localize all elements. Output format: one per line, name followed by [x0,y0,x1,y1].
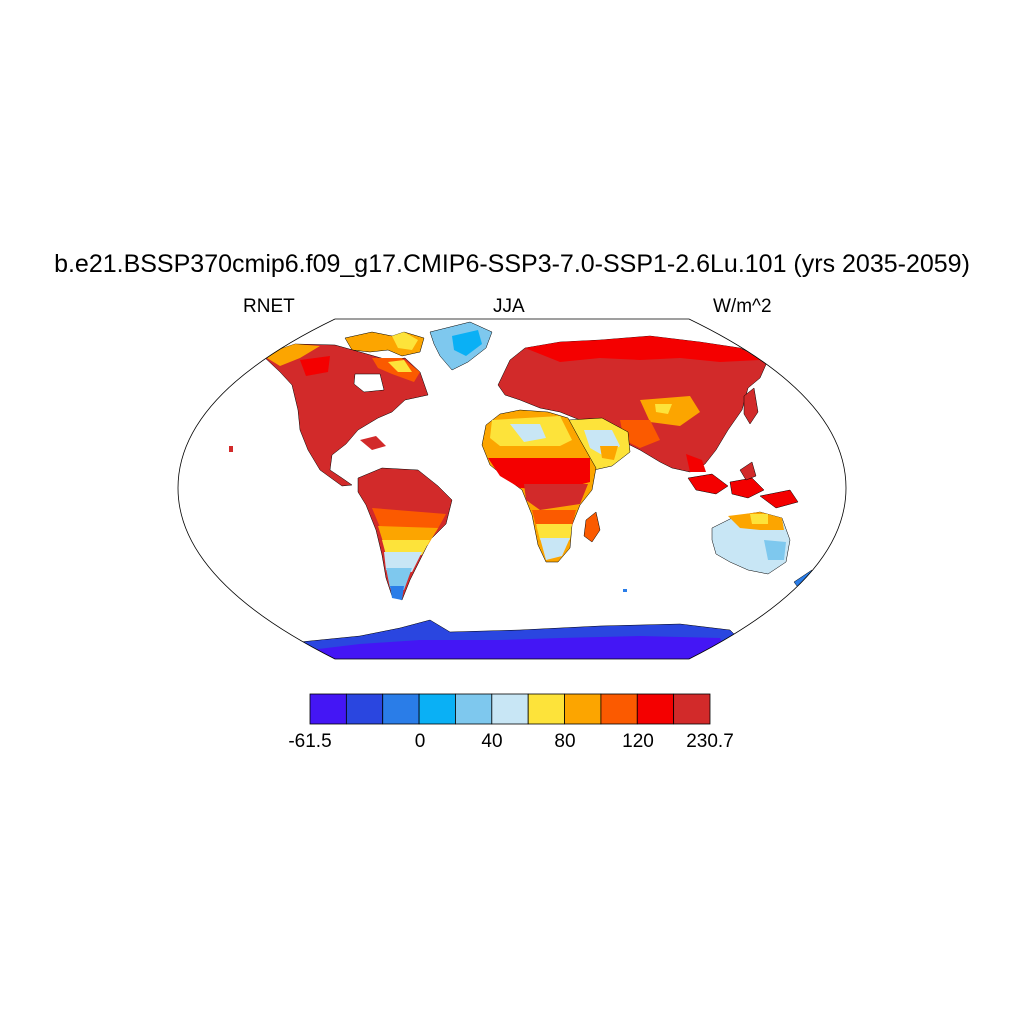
colorbar-label: 40 [481,731,503,752]
maritime-continent [687,387,799,509]
plot-title: b.e21.BSSP370cmip6.f09_g17.CMIP6-SSP3-7.… [54,250,970,278]
south-america [357,467,453,601]
greenland [429,321,493,371]
colorbar-label: 0 [414,731,426,752]
africa [481,409,601,563]
colorbar-label: 230.7 [686,731,734,752]
australia [711,511,819,591]
variable-label: RNET [243,296,295,317]
season-label: JJA [493,296,525,317]
eurasia [497,335,769,473]
colorbar-label: -61.5 [288,731,332,752]
units-label: W/m^2 [713,296,772,317]
map-border [177,318,847,660]
antarctica [289,619,747,659]
colorbar-label: 120 [622,731,654,752]
arctic-islands [344,331,425,357]
north-america [261,343,429,487]
colorbar-label: 80 [554,731,576,752]
